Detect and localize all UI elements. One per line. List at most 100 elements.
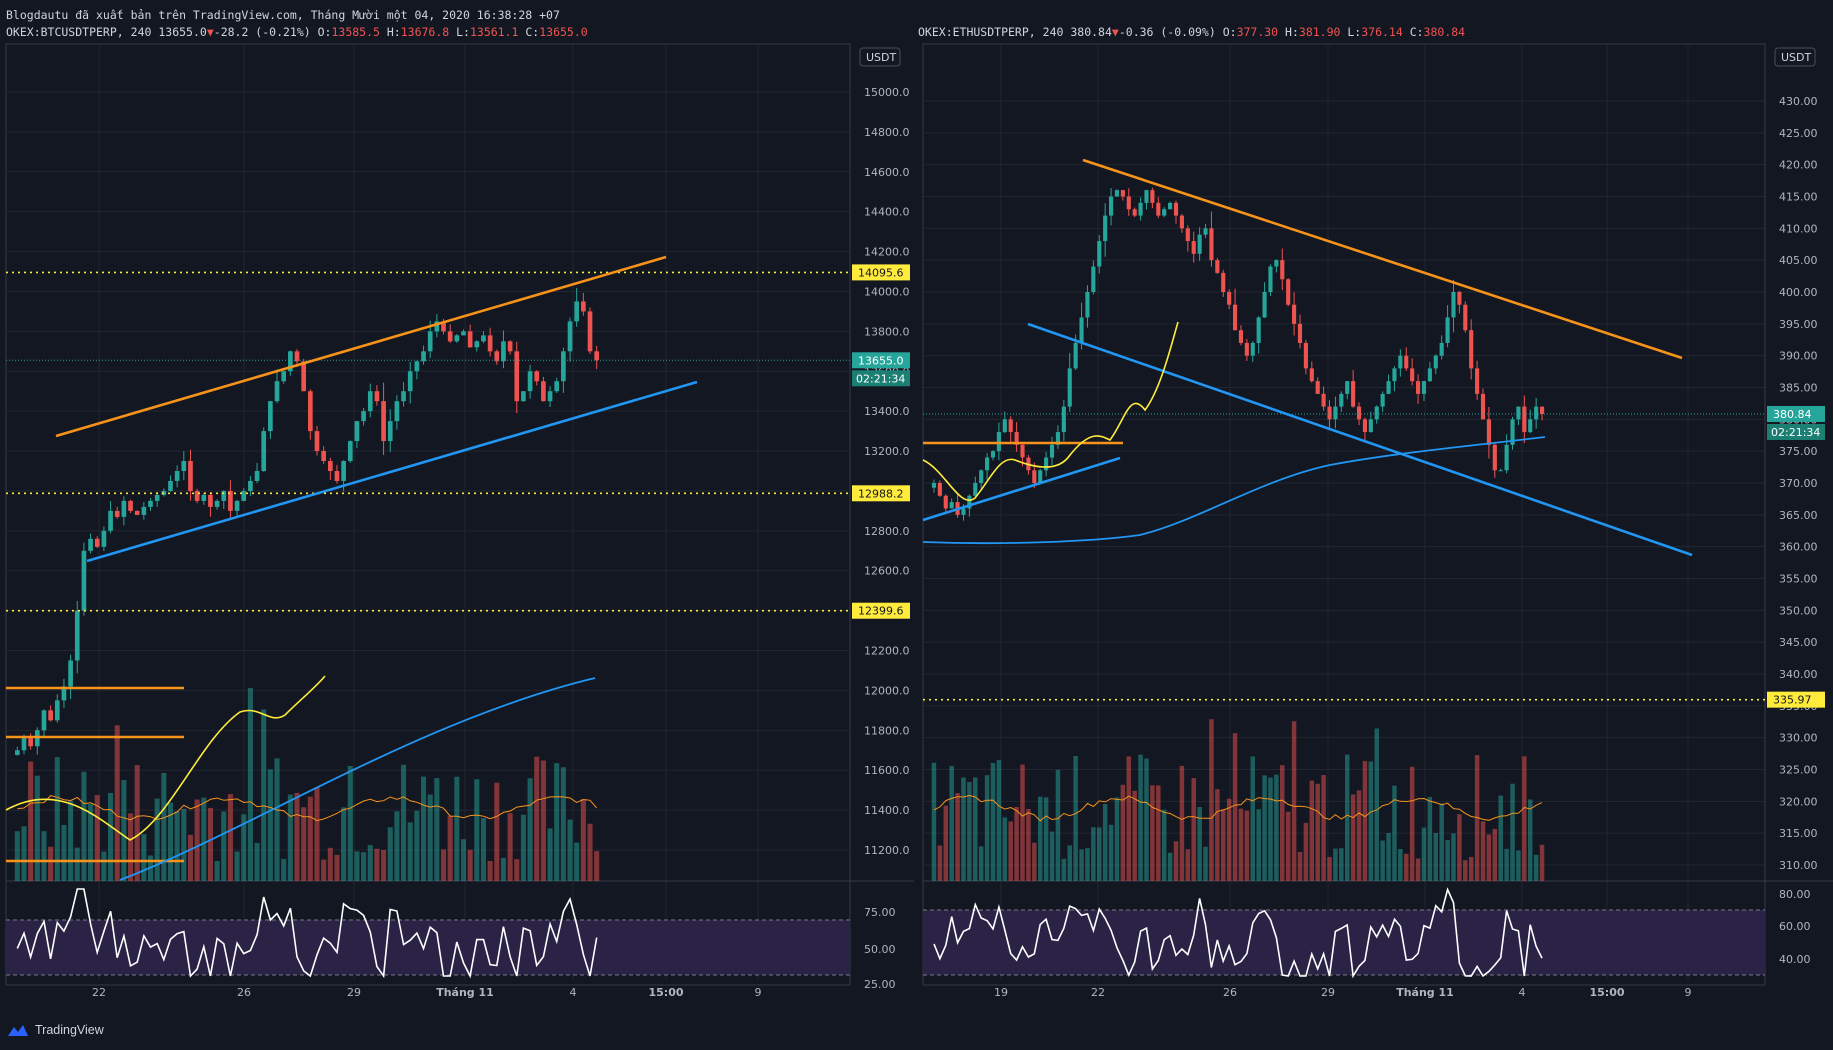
price-tick-label: 320.00 <box>1779 795 1818 808</box>
volume-bar <box>990 762 996 881</box>
volume-bar <box>1232 733 1238 881</box>
volume-bar <box>1037 796 1043 881</box>
volume-bar <box>1209 719 1214 881</box>
level-label: 335.97 <box>1773 694 1812 707</box>
candle-body <box>1002 419 1007 433</box>
volume-bar <box>214 860 220 881</box>
candle-body <box>1504 444 1509 471</box>
last-price-box <box>852 352 910 369</box>
candle-body <box>967 495 972 509</box>
candle-body <box>1510 419 1515 445</box>
volume-bar <box>394 811 400 881</box>
volume-bar <box>1167 852 1173 881</box>
btc-symbol-line: OKEX:BTCUSDTPERP, 240 13655.0▼-28.2 (-0.… <box>6 25 588 39</box>
candle-body <box>154 494 160 501</box>
candle-body <box>1262 292 1267 318</box>
volume-bar <box>281 858 287 881</box>
btc-close: 13655.0 <box>539 25 588 39</box>
candle-body <box>1079 317 1084 343</box>
volume-bar <box>1510 783 1515 881</box>
volume-bar <box>984 775 990 881</box>
candle-body <box>1044 457 1049 471</box>
volume-bar <box>1504 848 1509 881</box>
rsi-tick-label: 80.00 <box>1779 888 1811 901</box>
currency-badge <box>1774 47 1816 67</box>
volume-bar <box>1108 824 1114 881</box>
candle-body <box>208 494 213 507</box>
tradingview-brand-label: TradingView <box>35 1023 104 1037</box>
candle-body <box>307 391 313 432</box>
candle-body <box>41 710 47 731</box>
candle-body <box>434 321 440 332</box>
candle-body <box>381 401 386 442</box>
volume-bar <box>267 769 273 881</box>
volume-bar <box>1197 807 1202 881</box>
volume-bar <box>141 834 147 881</box>
candle-body <box>201 494 207 501</box>
rsi-band <box>923 910 1765 975</box>
volume-bar <box>387 827 393 881</box>
candle-body <box>1392 368 1397 382</box>
price-tick-label: 355.00 <box>1779 573 1818 586</box>
btc-low: 13561.1 <box>469 25 519 39</box>
time-tick-label: Tháng 11 <box>436 986 494 999</box>
price-tick-label: 400.00 <box>1779 286 1818 299</box>
candle-body <box>1498 470 1503 472</box>
time-tick-label: 4 <box>1519 986 1526 999</box>
volume-bar <box>973 777 978 881</box>
candle-body <box>407 371 413 392</box>
candle-body <box>567 321 573 352</box>
eth-last: 380.84 <box>1070 25 1112 39</box>
volume-bar <box>978 846 984 881</box>
candle-body <box>94 538 100 547</box>
candle-body <box>421 351 426 362</box>
price-tick-label: 425.00 <box>1779 127 1818 140</box>
btc-last: 13655.0 <box>158 25 207 39</box>
candle-body <box>1109 196 1114 216</box>
price-tick-label: 405.00 <box>1779 254 1818 267</box>
candle-body <box>1486 419 1491 445</box>
candle-body <box>347 441 353 462</box>
candle-body <box>74 610 80 661</box>
candle-body <box>1516 406 1521 420</box>
candle-body <box>401 391 406 402</box>
volume-bar <box>88 804 94 881</box>
candle-body <box>288 351 293 372</box>
volume-bar <box>1280 765 1285 881</box>
volume-bar <box>327 847 333 881</box>
candle-body <box>1073 342 1078 369</box>
btc-symbol[interactable]: OKEX:BTCUSDTPERP <box>6 25 117 39</box>
price-tick-label: 14800.0 <box>864 126 910 139</box>
price-tick-label: 12600.0 <box>864 565 910 578</box>
publish-line: Blogdautu đã xuất bản trên TradingView.c… <box>6 8 560 22</box>
volume-bar <box>241 814 247 881</box>
volume-bar <box>937 845 943 881</box>
volume-bar <box>514 859 520 881</box>
candle-body <box>1280 260 1285 280</box>
candle-body <box>507 341 513 352</box>
price-tick-label: 12800.0 <box>864 525 910 538</box>
candle-body <box>547 391 553 402</box>
candle-body <box>387 421 393 442</box>
eth-symbol[interactable]: OKEX:ETHUSDTPERP <box>918 25 1029 39</box>
time-tick-label: Tháng 11 <box>1396 986 1454 999</box>
candle-body <box>1132 209 1137 216</box>
volume-bar <box>287 794 293 881</box>
volume-bar <box>68 800 74 881</box>
candle-body <box>294 351 300 362</box>
candle-body <box>1416 381 1421 394</box>
price-tick-label: 395.00 <box>1779 318 1818 331</box>
price-tick-label: 330.00 <box>1779 732 1818 745</box>
eth-symbol-line: OKEX:ETHUSDTPERP, 240 380.84▼-0.36 (-0.0… <box>918 25 1466 39</box>
candle-body <box>494 351 500 362</box>
price-tick-label: 11400.0 <box>864 804 910 817</box>
candle-body <box>241 490 247 501</box>
tradingview-brand[interactable]: TradingView <box>6 1023 104 1037</box>
volume-bar <box>554 763 560 881</box>
candle-body <box>14 750 20 755</box>
candle-body <box>1534 406 1539 420</box>
rsi-tick-label: 50.00 <box>864 943 896 956</box>
candle-body <box>973 483 978 496</box>
candle-body <box>281 371 287 382</box>
candle-body <box>394 401 400 422</box>
